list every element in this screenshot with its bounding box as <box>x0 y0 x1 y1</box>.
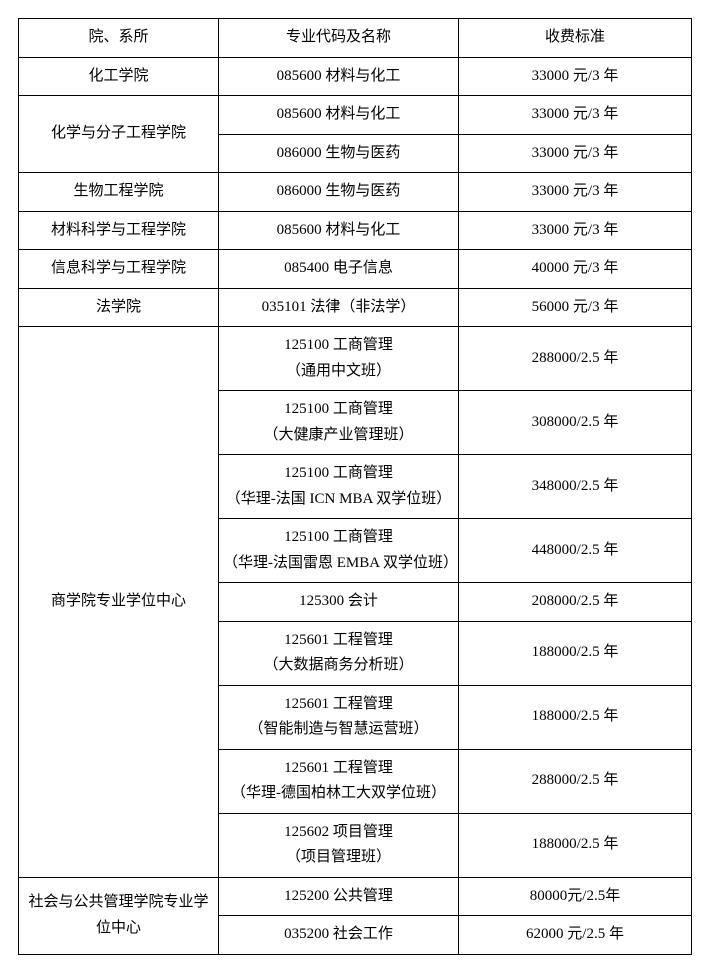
table-row: 法学院035101 法律（非法学）56000 元/3 年 <box>19 288 692 327</box>
cell-dept: 材料科学与工程学院 <box>19 211 219 250</box>
cell-fee: 208000/2.5 年 <box>459 583 692 622</box>
table-row: 商学院专业学位中心125100 工商管理（通用中文班）288000/2.5 年 <box>19 327 692 391</box>
cell-fee: 33000 元/3 年 <box>459 134 692 173</box>
cell-dept: 生物工程学院 <box>19 173 219 212</box>
cell-major: 125601 工程管理（大数据商务分析班） <box>219 621 459 685</box>
cell-fee: 62000 元/2.5 年 <box>459 916 692 955</box>
cell-major: 085600 材料与化工 <box>219 57 459 96</box>
table-row: 化工学院085600 材料与化工33000 元/3 年 <box>19 57 692 96</box>
cell-major: 125100 工商管理（通用中文班） <box>219 327 459 391</box>
cell-major: 125100 工商管理（华理-法国雷恩 EMBA 双学位班） <box>219 519 459 583</box>
cell-major: 035200 社会工作 <box>219 916 459 955</box>
cell-dept: 化工学院 <box>19 57 219 96</box>
fee-table: 院、系所 专业代码及名称 收费标准 化工学院085600 材料与化工33000 … <box>18 18 692 955</box>
header-dept: 院、系所 <box>19 19 219 58</box>
cell-dept: 信息科学与工程学院 <box>19 250 219 289</box>
cell-major: 125601 工程管理（华理-德国柏林工大双学位班） <box>219 749 459 813</box>
cell-fee: 348000/2.5 年 <box>459 455 692 519</box>
cell-fee: 40000 元/3 年 <box>459 250 692 289</box>
cell-major: 085600 材料与化工 <box>219 96 459 135</box>
cell-major: 085600 材料与化工 <box>219 211 459 250</box>
header-major: 专业代码及名称 <box>219 19 459 58</box>
cell-major: 125100 工商管理（大健康产业管理班） <box>219 391 459 455</box>
cell-dept: 化学与分子工程学院 <box>19 96 219 173</box>
cell-major: 125601 工程管理（智能制造与智慧运营班） <box>219 685 459 749</box>
cell-major: 125300 会计 <box>219 583 459 622</box>
cell-dept: 法学院 <box>19 288 219 327</box>
cell-fee: 288000/2.5 年 <box>459 749 692 813</box>
table-row: 社会与公共管理学院专业学位中心125200 公共管理80000元/2.5年 <box>19 877 692 916</box>
cell-major: 085400 电子信息 <box>219 250 459 289</box>
cell-fee: 33000 元/3 年 <box>459 57 692 96</box>
cell-fee: 188000/2.5 年 <box>459 621 692 685</box>
cell-major: 125602 项目管理（项目管理班） <box>219 813 459 877</box>
cell-major: 086000 生物与医药 <box>219 134 459 173</box>
cell-major: 035101 法律（非法学） <box>219 288 459 327</box>
table-header-row: 院、系所 专业代码及名称 收费标准 <box>19 19 692 58</box>
cell-fee: 188000/2.5 年 <box>459 813 692 877</box>
cell-fee: 448000/2.5 年 <box>459 519 692 583</box>
cell-fee: 33000 元/3 年 <box>459 173 692 212</box>
header-fee: 收费标准 <box>459 19 692 58</box>
cell-major: 125100 工商管理（华理-法国 ICN MBA 双学位班） <box>219 455 459 519</box>
cell-fee: 288000/2.5 年 <box>459 327 692 391</box>
cell-major: 086000 生物与医药 <box>219 173 459 212</box>
cell-major: 125200 公共管理 <box>219 877 459 916</box>
cell-fee: 33000 元/3 年 <box>459 211 692 250</box>
cell-dept: 商学院专业学位中心 <box>19 327 219 878</box>
cell-fee: 33000 元/3 年 <box>459 96 692 135</box>
table-row: 信息科学与工程学院085400 电子信息40000 元/3 年 <box>19 250 692 289</box>
cell-fee: 308000/2.5 年 <box>459 391 692 455</box>
cell-fee: 56000 元/3 年 <box>459 288 692 327</box>
table-row: 生物工程学院086000 生物与医药33000 元/3 年 <box>19 173 692 212</box>
cell-fee: 80000元/2.5年 <box>459 877 692 916</box>
cell-fee: 188000/2.5 年 <box>459 685 692 749</box>
table-row: 化学与分子工程学院085600 材料与化工33000 元/3 年 <box>19 96 692 135</box>
cell-dept: 社会与公共管理学院专业学位中心 <box>19 877 219 954</box>
table-row: 材料科学与工程学院085600 材料与化工33000 元/3 年 <box>19 211 692 250</box>
